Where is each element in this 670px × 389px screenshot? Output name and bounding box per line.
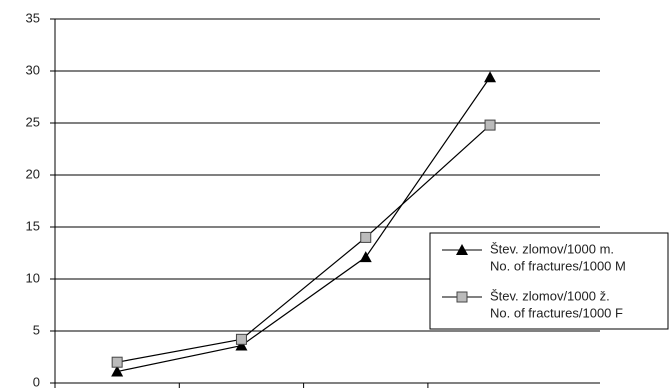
point: [235, 339, 248, 351]
point: [484, 119, 496, 131]
point: [456, 244, 468, 255]
series-line: [117, 124, 491, 363]
legend-label: No. of fractures/1000 F: [490, 305, 623, 320]
y-tick-label: 15: [26, 218, 40, 233]
point: [111, 356, 123, 368]
point: [456, 291, 468, 303]
y-tick-label: 20: [26, 166, 40, 181]
point: [359, 251, 372, 263]
point: [235, 333, 247, 345]
y-tick-label: 35: [26, 10, 40, 25]
legend-label: No. of fractures/1000 M: [490, 258, 626, 273]
point: [360, 231, 372, 243]
y-tick-label: 5: [33, 322, 40, 337]
y-tick-label: 30: [26, 62, 40, 77]
series-line: [117, 76, 491, 373]
legend-label: Štev. zlomov/1000 ž.: [490, 288, 610, 303]
point: [111, 365, 124, 377]
y-tick-label: 25: [26, 114, 40, 129]
legend-label: Štev. zlomov/1000 m.: [490, 241, 614, 256]
legend-box: [429, 232, 669, 330]
y-tick-label: 0: [33, 374, 40, 389]
y-tick-label: 10: [26, 270, 40, 285]
point: [484, 71, 497, 83]
